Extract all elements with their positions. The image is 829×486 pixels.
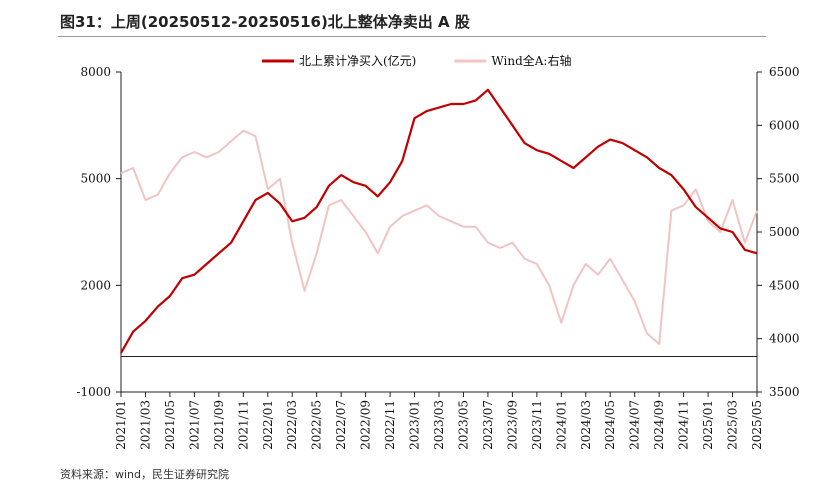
right-tick-label: 5500 (769, 172, 800, 186)
x-tick-label: 2024/03 (579, 400, 593, 450)
x-tick-label: 2022/09 (359, 400, 373, 450)
x-tick-label: 2022/03 (285, 400, 299, 450)
x-tick-label: 2024/05 (603, 400, 617, 450)
legend: 北上累计净买入(亿元) Wind全A:右轴 (262, 53, 571, 68)
right-tick-label: 6500 (769, 65, 800, 79)
legend-label: Wind全A:右轴 (491, 53, 571, 68)
x-tick-label: 2021/09 (212, 400, 226, 450)
left-tick-label: 2000 (80, 278, 111, 292)
right-tick-label: 6000 (769, 118, 800, 132)
left-tick-label: 5000 (80, 172, 111, 186)
x-tick-label: 2021/01 (114, 400, 128, 450)
x-tick-label: 2024/09 (652, 400, 666, 450)
x-tick-label: 2023/11 (530, 400, 544, 450)
x-tick-label: 2023/07 (481, 400, 495, 450)
x-tick-label: 2023/05 (456, 400, 470, 450)
x-tick-label: 2021/05 (163, 400, 177, 450)
legend-label: 北上累计净买入(亿元) (299, 53, 416, 68)
x-tick-label: 2023/03 (432, 400, 446, 450)
x-tick-label: 2025/05 (750, 400, 764, 450)
right-tick-label: 5000 (769, 225, 800, 239)
x-tick-label: 2021/07 (187, 400, 201, 450)
figure-title: 图31：上周(20250512-20250516)北上整体净卖出 A 股 (60, 13, 470, 31)
right-tick-label: 4000 (769, 332, 800, 346)
right-tick-label: 4500 (769, 278, 800, 292)
x-tick-label: 2022/07 (334, 400, 348, 450)
left-tick-label: -1000 (76, 385, 111, 399)
x-tick-label: 2022/01 (261, 400, 275, 450)
x-tick-label: 2022/11 (383, 400, 397, 450)
title-divider (58, 36, 766, 37)
x-tick-label: 2021/03 (138, 400, 152, 450)
x-tick-label: 2024/01 (554, 400, 568, 450)
x-tick-label: 2024/11 (677, 400, 691, 450)
series-lines (120, 88, 758, 354)
left-tick-label: 8000 (80, 65, 111, 79)
x-tick-label: 2025/03 (726, 400, 740, 450)
x-tick-label: 2023/09 (505, 400, 519, 450)
series-line-northbound (120, 88, 758, 354)
series-line-wind-a (120, 129, 758, 345)
x-tick-label: 2022/05 (310, 400, 324, 450)
x-tick-label: 2024/07 (628, 400, 642, 450)
x-tick-label: 2023/01 (408, 400, 422, 450)
x-tick-label: 2025/01 (701, 400, 715, 450)
x-tick-label: 2021/11 (236, 400, 250, 450)
right-tick-label: 3500 (769, 385, 800, 399)
source-note: 资料来源：wind，民生证券研究院 (60, 468, 230, 481)
axes: -1000 2000 5000 8000 3500 4000 4500 5000 5500 600… (76, 65, 799, 450)
